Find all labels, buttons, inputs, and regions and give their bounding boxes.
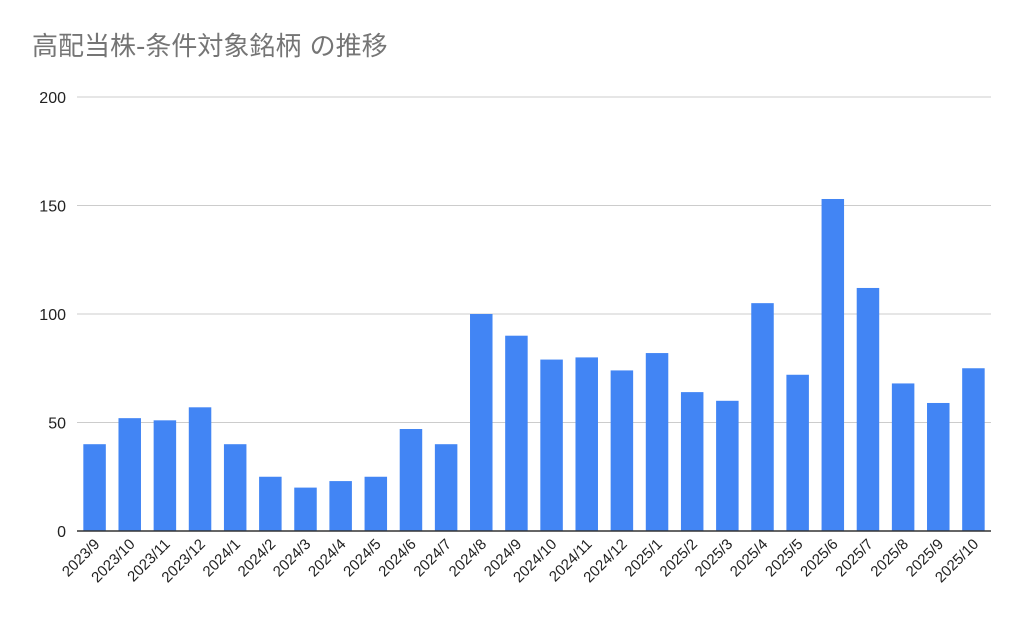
- x-tick-label: 2024/4: [305, 536, 349, 580]
- bar: [786, 374, 809, 531]
- bar: [856, 287, 880, 531]
- bar: [680, 392, 704, 531]
- bar: [505, 335, 528, 531]
- x-tick-label: 2025/6: [797, 536, 841, 580]
- bar: [188, 407, 212, 531]
- bar: [610, 370, 634, 531]
- bar: [83, 444, 106, 531]
- x-tick-label: 2025/1: [621, 536, 665, 580]
- x-tick-label: 2024/2: [235, 536, 279, 580]
- bar: [153, 420, 177, 531]
- y-tick-label: 50: [48, 416, 66, 433]
- bar: [470, 314, 493, 531]
- bar: [118, 418, 141, 531]
- x-tick-label: 2024/7: [410, 536, 454, 580]
- x-tick-label: 2024/8: [446, 536, 490, 580]
- bar: [259, 476, 282, 531]
- bar: [329, 481, 352, 531]
- x-tick-label: 2025/5: [762, 536, 806, 580]
- chart-title: 高配当株-条件対象銘柄 の推移: [32, 32, 388, 62]
- bar: [891, 383, 915, 531]
- x-tick-label: 2024/1: [200, 536, 244, 580]
- x-tick-label: 2025/3: [692, 536, 736, 580]
- bar: [751, 303, 774, 531]
- bar: [821, 198, 845, 532]
- y-tick-label: 0: [57, 524, 66, 541]
- bar: [399, 429, 423, 531]
- x-tick-label: 2024/6: [375, 536, 419, 580]
- x-tick-label: 2025/2: [657, 536, 701, 580]
- x-tick-label: 2025/7: [832, 536, 876, 580]
- bar: [645, 353, 669, 531]
- bar: [294, 487, 317, 531]
- bar: [223, 444, 247, 531]
- bar: [962, 368, 985, 531]
- bar: [716, 400, 739, 531]
- bar: [540, 359, 563, 531]
- bar: [434, 444, 458, 531]
- x-tick-label: 2024/5: [340, 536, 384, 580]
- bar: [927, 402, 950, 531]
- y-tick-label: 200: [39, 90, 66, 107]
- x-tick-label: 2025/8: [867, 536, 911, 580]
- y-tick-label: 100: [39, 307, 66, 324]
- y-tick-label: 150: [39, 199, 66, 216]
- bar: [364, 476, 388, 531]
- bar: [575, 357, 598, 531]
- x-tick-label: 2024/3: [270, 536, 314, 580]
- x-tick-label: 2025/4: [727, 536, 771, 580]
